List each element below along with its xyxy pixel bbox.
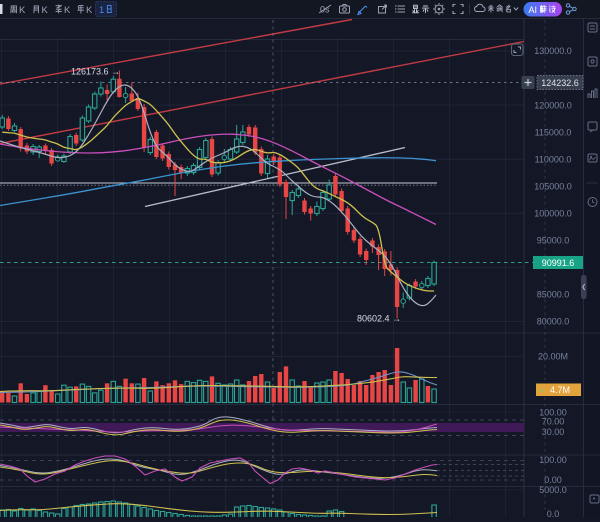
svg-text:105000.0: 105000.0	[534, 181, 572, 191]
svg-text:4.7M: 4.7M	[550, 385, 570, 395]
svg-text:0.0: 0.0	[547, 509, 560, 517]
svg-text:110000.0: 110000.0	[535, 154, 572, 164]
svg-text:70.00: 70.00	[542, 417, 565, 427]
svg-text:80000.0: 80000.0	[537, 317, 570, 327]
svg-text:20.00M: 20.00M	[538, 352, 568, 362]
svg-text:90991.6: 90991.6	[542, 258, 575, 268]
svg-text:95000.0: 95000.0	[537, 236, 570, 246]
svg-text:100000.0: 100000.0	[534, 209, 572, 219]
svg-text:124232.6: 124232.6	[541, 78, 579, 88]
svg-text:126173.6 →: 126173.6 →	[71, 67, 120, 77]
svg-text:100.00: 100.00	[539, 408, 567, 418]
svg-text:80602.4 →: 80602.4 →	[357, 314, 401, 324]
svg-text:1: 1	[99, 5, 104, 16]
svg-text:«: «	[539, 386, 544, 395]
svg-text:120000.0: 120000.0	[534, 100, 572, 110]
svg-text:AI: AI	[529, 5, 538, 15]
svg-text:0.00: 0.00	[544, 475, 562, 485]
svg-text:85000.0: 85000.0	[537, 290, 570, 300]
svg-text:K: K	[42, 5, 49, 16]
svg-text:115000.0: 115000.0	[535, 127, 572, 137]
svg-text:130000.0: 130000.0	[534, 46, 572, 56]
svg-text:5000.0: 5000.0	[539, 485, 567, 495]
svg-text:K: K	[19, 5, 26, 16]
svg-text:K: K	[64, 5, 71, 16]
svg-text:K: K	[86, 5, 93, 16]
svg-text:30.00: 30.00	[542, 427, 565, 437]
svg-text:100.00: 100.00	[539, 455, 567, 465]
